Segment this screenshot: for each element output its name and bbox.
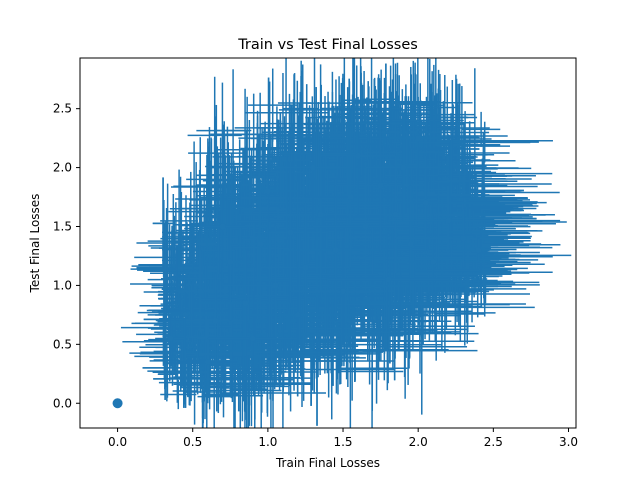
data-point bbox=[312, 161, 419, 292]
data-point bbox=[350, 155, 501, 251]
data-point bbox=[365, 114, 441, 221]
data-point bbox=[207, 291, 298, 386]
data-point bbox=[185, 273, 246, 368]
point-marker bbox=[287, 229, 294, 236]
data-point bbox=[388, 185, 509, 256]
data-point bbox=[373, 214, 494, 309]
plot-area bbox=[112, 58, 572, 428]
data-point bbox=[388, 96, 449, 180]
data-point bbox=[448, 238, 509, 262]
point-marker bbox=[355, 152, 362, 159]
point-marker bbox=[475, 247, 482, 254]
data-point bbox=[343, 185, 479, 304]
data-point bbox=[155, 314, 186, 363]
point-marker bbox=[340, 288, 347, 295]
point-marker bbox=[347, 194, 354, 201]
data-point bbox=[170, 250, 231, 333]
point-marker bbox=[362, 223, 369, 230]
point-marker bbox=[422, 199, 429, 206]
data-point bbox=[112, 398, 123, 409]
point-marker bbox=[302, 264, 309, 271]
point-marker bbox=[212, 317, 219, 324]
point-marker bbox=[415, 135, 422, 142]
point-marker bbox=[167, 335, 174, 342]
data-point bbox=[328, 232, 449, 327]
x-tick-label: 0.5 bbox=[183, 435, 202, 449]
data-point bbox=[230, 179, 291, 309]
point-marker bbox=[264, 188, 271, 195]
x-tick-label: 1.5 bbox=[333, 435, 352, 449]
point-marker bbox=[400, 164, 407, 171]
x-tick-label: 2.0 bbox=[409, 435, 428, 449]
data-point bbox=[237, 144, 298, 239]
point-marker bbox=[445, 217, 452, 224]
data-point bbox=[290, 238, 396, 345]
point-marker bbox=[392, 211, 399, 218]
point-marker bbox=[332, 247, 339, 254]
data-point bbox=[395, 208, 531, 268]
point-marker bbox=[197, 288, 204, 295]
data-point bbox=[282, 179, 389, 321]
x-tick-label: 0.0 bbox=[108, 435, 127, 449]
data-point bbox=[200, 185, 246, 268]
data-point bbox=[245, 261, 351, 368]
x-tick-label: 1.0 bbox=[258, 435, 277, 449]
point-marker bbox=[204, 359, 211, 366]
x-tick-label: 2.5 bbox=[484, 435, 503, 449]
point-marker bbox=[182, 311, 189, 318]
point-marker bbox=[219, 223, 226, 230]
point-marker bbox=[407, 241, 414, 248]
plot-frame bbox=[79, 57, 577, 429]
point-marker bbox=[317, 211, 324, 218]
data-point bbox=[328, 155, 464, 274]
data-point bbox=[320, 96, 396, 215]
point-marker bbox=[377, 182, 384, 189]
point-marker bbox=[460, 235, 467, 242]
point-marker bbox=[249, 335, 256, 342]
point-marker bbox=[385, 276, 392, 283]
point-marker bbox=[294, 311, 301, 318]
x-axis: 0.0 0.5 1.0 1.5 2.0 2.5 3.0 bbox=[108, 428, 578, 449]
point-marker bbox=[272, 282, 279, 289]
point-marker bbox=[309, 164, 316, 171]
chart-title: Train vs Test Final Losses bbox=[237, 37, 418, 53]
point-marker bbox=[112, 398, 123, 409]
point-marker bbox=[257, 241, 264, 248]
data-point bbox=[222, 226, 328, 345]
point-marker bbox=[430, 258, 437, 265]
point-marker bbox=[227, 258, 234, 265]
data-point bbox=[275, 114, 351, 221]
data-point bbox=[252, 161, 328, 304]
data-point bbox=[177, 320, 238, 404]
point-marker bbox=[242, 300, 249, 307]
